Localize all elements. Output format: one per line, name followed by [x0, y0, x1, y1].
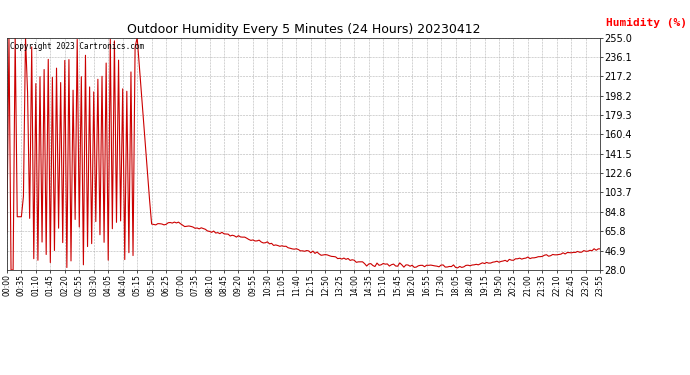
- Text: Copyright 2023 Cartronics.com: Copyright 2023 Cartronics.com: [10, 42, 144, 51]
- Title: Outdoor Humidity Every 5 Minutes (24 Hours) 20230412: Outdoor Humidity Every 5 Minutes (24 Hou…: [127, 23, 480, 36]
- Text: Humidity (%): Humidity (%): [607, 18, 687, 28]
